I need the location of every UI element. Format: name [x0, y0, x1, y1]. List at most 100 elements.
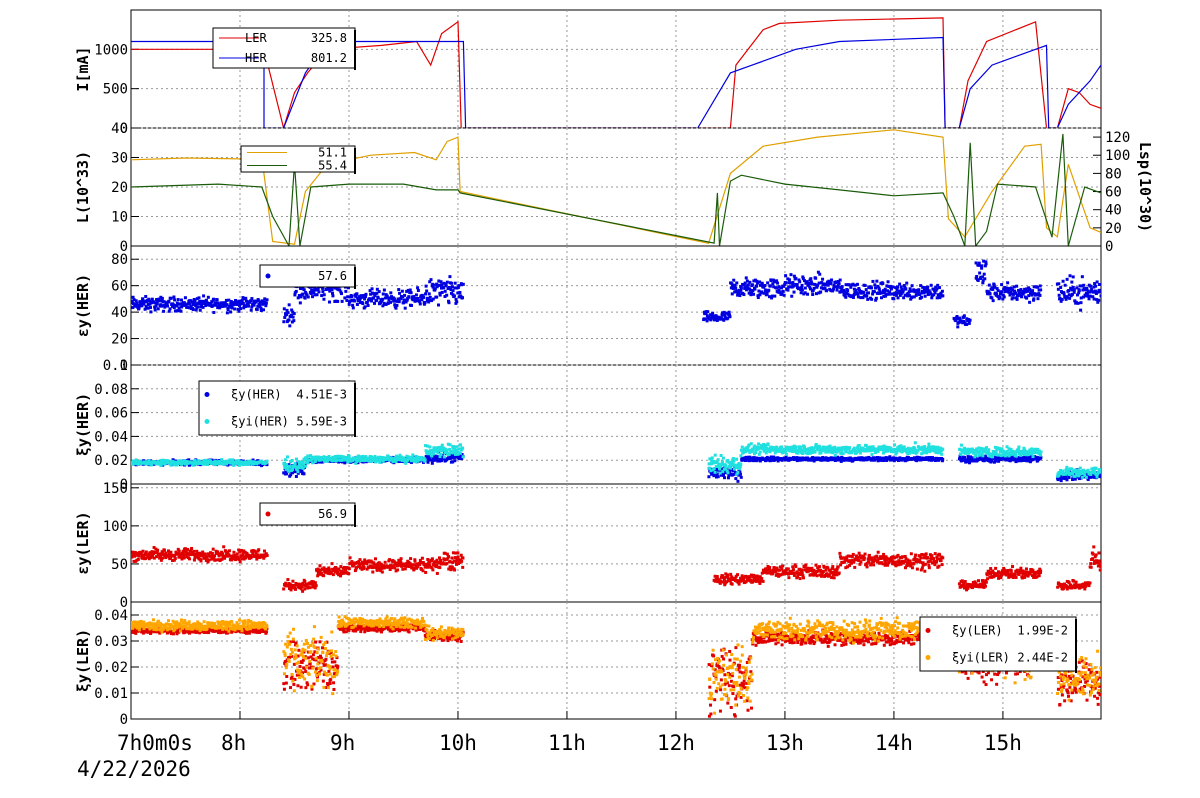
- data-point: [930, 296, 934, 300]
- data-point: [141, 549, 145, 553]
- data-point: [1064, 475, 1068, 479]
- data-point: [451, 289, 455, 293]
- data-point: [1039, 288, 1043, 292]
- y-axis-label: I[mA]: [74, 46, 92, 91]
- data-point: [149, 310, 153, 314]
- data-point: [1000, 447, 1004, 451]
- data-point: [181, 551, 185, 555]
- data-point: [1010, 292, 1014, 296]
- data-point: [911, 295, 915, 299]
- data-point: [906, 446, 910, 450]
- data-point: [172, 306, 176, 310]
- data-point: [392, 299, 396, 303]
- data-point: [250, 297, 254, 301]
- data-point: [351, 306, 355, 310]
- data-point: [865, 449, 869, 453]
- data-point: [143, 307, 147, 311]
- data-point: [292, 319, 296, 323]
- data-point: [715, 575, 719, 579]
- data-point: [768, 284, 772, 288]
- data-point: [769, 445, 773, 449]
- data-point: [731, 462, 735, 466]
- data-point: [830, 446, 834, 450]
- data-point: [442, 455, 446, 459]
- data-point: [823, 447, 827, 451]
- data-point: [874, 298, 878, 302]
- data-point: [311, 461, 315, 465]
- data-point: [212, 310, 216, 314]
- data-point: [293, 462, 297, 466]
- data-point: [428, 298, 432, 302]
- series-line-her: [131, 36, 1101, 128]
- data-point: [298, 468, 302, 472]
- data-point: [339, 292, 343, 296]
- data-point: [1011, 292, 1015, 296]
- data-point: [237, 299, 241, 303]
- data-point: [1037, 288, 1041, 292]
- data-point: [302, 462, 306, 466]
- data-point: [304, 460, 308, 464]
- data-point: [805, 280, 809, 284]
- data-point: [327, 454, 331, 458]
- data-point: [135, 553, 139, 557]
- data-point: [754, 579, 758, 583]
- data-point: [303, 464, 307, 468]
- data-point: [786, 277, 790, 281]
- data-point: [438, 293, 442, 297]
- data-point: [356, 456, 360, 460]
- data-point: [1073, 472, 1077, 476]
- data-point: [730, 575, 734, 579]
- data-point: [204, 299, 208, 303]
- data-point: [450, 450, 454, 454]
- data-point: [218, 303, 222, 307]
- data-point: [324, 570, 328, 574]
- data-point: [193, 458, 197, 462]
- data-point: [1096, 300, 1100, 304]
- data-point: [811, 293, 815, 297]
- data-point: [1012, 285, 1016, 289]
- data-point: [921, 451, 925, 455]
- legend-value: 801.2: [311, 51, 347, 65]
- data-point: [322, 297, 326, 301]
- data-point: [768, 459, 772, 463]
- data-point: [889, 285, 893, 289]
- data-point: [447, 453, 451, 457]
- data-point: [988, 456, 992, 460]
- data-point: [412, 567, 416, 571]
- data-point: [1030, 293, 1034, 297]
- data-point: [375, 287, 379, 291]
- data-point: [371, 456, 375, 460]
- data-point: [453, 556, 457, 560]
- data-point: [179, 298, 183, 302]
- data-point: [933, 291, 937, 295]
- data-point: [311, 580, 315, 584]
- data-point: [293, 464, 297, 468]
- data-point: [842, 288, 846, 292]
- data-point: [958, 316, 962, 320]
- data-point: [383, 560, 387, 564]
- data-point: [239, 554, 243, 558]
- data-point: [717, 462, 721, 466]
- data-point: [131, 295, 135, 299]
- data-point: [442, 446, 446, 450]
- data-point: [956, 325, 960, 329]
- data-point: [179, 555, 183, 559]
- data-point: [439, 559, 443, 563]
- data-point: [431, 285, 435, 289]
- data-point: [420, 293, 424, 297]
- data-point: [743, 286, 747, 290]
- legend-box: 57.6: [259, 264, 356, 289]
- data-point: [204, 304, 208, 308]
- data-point: [265, 298, 269, 302]
- data-point: [249, 554, 253, 558]
- data-point: [264, 554, 268, 558]
- data-point: [406, 288, 410, 292]
- data-point: [741, 579, 745, 583]
- data-point: [954, 319, 958, 323]
- data-point: [448, 457, 452, 461]
- data-point: [131, 299, 134, 303]
- y-tick-label: 150: [103, 481, 128, 497]
- data-point: [431, 297, 435, 301]
- data-point: [1071, 285, 1075, 289]
